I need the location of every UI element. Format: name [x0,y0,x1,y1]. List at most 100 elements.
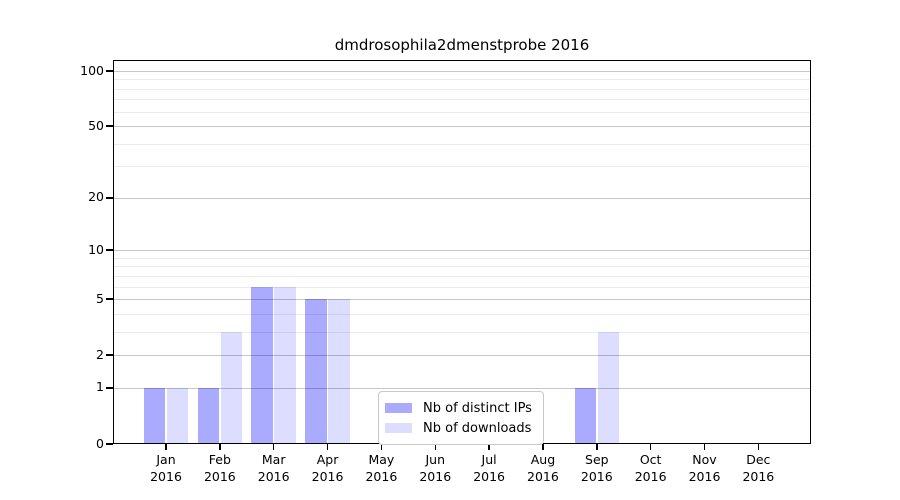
x-tick-label-year: 2016 [203,468,236,484]
gridline-major [113,197,811,199]
gridline-minor [113,313,811,315]
bar-distinct-ips [197,387,220,444]
legend-swatch-distinct-ips [385,403,412,413]
x-tick-label: Nov 2016 [673,452,737,485]
x-tick-label-year: 2016 [365,468,398,484]
x-tick-label-month: Apr [316,452,339,467]
y-tick-label: 100 [80,62,104,78]
x-tick-label: Oct 2016 [619,452,683,485]
x-tick-label-month: Feb [208,452,231,467]
x-tick-label-year: 2016 [634,468,667,484]
x-tick-label: Dec 2016 [726,452,790,485]
x-tick-label-year: 2016 [257,468,290,484]
bar-distinct-ips [305,299,327,444]
y-tick-mark [106,354,113,356]
x-tick-label-year: 2016 [311,468,344,484]
x-tick-mark [703,444,706,450]
x-tick-label: Jan 2016 [134,452,198,485]
x-tick-label: Feb 2016 [188,452,252,485]
y-tick-label: 2 [96,346,104,362]
x-tick-mark [434,444,436,450]
x-tick-label-month: Mar [261,452,286,467]
gridline-minor [113,143,811,145]
gridline-minor [113,99,811,101]
gridline-major [113,126,811,128]
gridline-major [113,71,811,72]
bar-distinct-ips [143,387,166,444]
y-tick-label: 10 [88,241,104,257]
x-tick-label-month: May [368,452,395,467]
gridline-minor [113,331,811,333]
gridline-minor [113,266,811,268]
legend: Nb of distinct IPs Nb of downloads [378,391,544,445]
x-tick-label-month: Jul [481,452,497,467]
y-tick-mark [106,443,113,445]
bar-downloads [274,286,296,444]
plot-area [113,60,811,444]
bar-downloads [597,331,620,444]
x-tick-mark [219,444,221,450]
bar-distinct-ips [251,286,273,444]
x-tick-label-month: Nov [692,452,717,467]
x-tick-label-year: 2016 [473,468,505,484]
x-tick-label-month: Jan [156,452,176,467]
gridline-minor [113,88,811,90]
x-tick-mark [165,444,167,450]
legend-item-downloads: Nb of downloads [385,419,532,437]
x-tick-label-year: 2016 [419,468,452,484]
y-tick-label: 0 [96,435,104,451]
x-tick-mark [542,444,544,450]
x-tick-label-month: Oct [639,452,662,467]
x-tick-label: Aug 2016 [511,452,575,485]
x-tick-mark [326,444,329,450]
gridline-major [113,250,811,252]
gridline-minor [113,286,811,288]
legend-label-downloads: Nb of downloads [423,420,532,436]
bar-distinct-ips [574,387,597,444]
y-tick-mark [106,387,113,389]
x-tick-label: Jul 2016 [457,452,521,485]
x-tick-label: Apr 2016 [296,452,360,485]
x-tick-label-month: Jun [425,452,446,467]
x-tick-label-month: Dec [746,452,771,467]
x-tick-mark [488,444,490,450]
x-tick-label: May 2016 [349,452,413,485]
gridline-minor [113,257,811,259]
legend-item-distinct-ips: Nb of distinct IPs [385,399,532,417]
y-tick-mark [106,125,113,127]
x-tick-label: Jun 2016 [403,452,467,485]
x-tick-mark [649,444,652,450]
x-tick-label-year: 2016 [580,468,613,484]
legend-label-distinct-ips: Nb of distinct IPs [423,400,532,416]
x-tick-label-year: 2016 [527,468,559,484]
gridline-major [113,355,811,357]
x-tick-label: Sep 2016 [565,452,629,485]
x-tick-mark [757,444,760,450]
y-tick-label: 5 [96,290,104,306]
x-tick-mark [380,444,383,450]
bar-downloads [166,387,189,444]
x-tick-mark [596,444,598,450]
y-tick-label: 1 [96,379,104,395]
y-tick-mark [106,197,113,199]
y-tick-mark [106,70,113,72]
gridline-minor [113,79,811,81]
legend-swatch-downloads [385,423,412,433]
gridline-minor [113,275,811,277]
x-tick-label: Mar 2016 [242,452,306,485]
gridline-minor [113,111,811,113]
gridline-minor [113,166,811,168]
x-tick-label-year: 2016 [742,468,775,484]
gridline-major [113,299,811,301]
gridline-major [113,387,811,389]
chart-title: dmdrosophila2dmenstprobe 2016 [334,36,590,54]
x-tick-label-year: 2016 [150,468,182,484]
y-tick-mark [106,249,113,251]
x-tick-mark [272,444,275,450]
bar-downloads [220,331,243,444]
y-tick-label: 50 [88,117,104,133]
x-tick-label-month: Sep [585,452,609,467]
bar-downloads [328,299,350,444]
y-tick-label: 20 [88,189,104,205]
